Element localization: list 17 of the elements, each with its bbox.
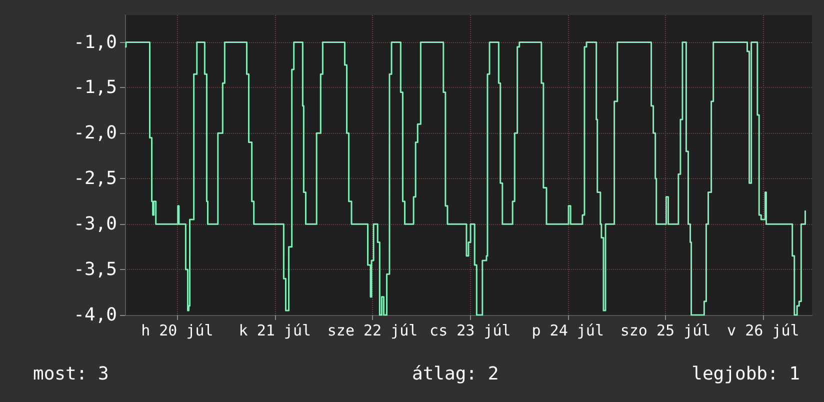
- x-tick-label: cs 23 júl: [430, 322, 511, 340]
- text: most: 3: [33, 364, 109, 384]
- y-tick-label: -2,5: [74, 168, 117, 190]
- y-tick-label: -4,0: [74, 304, 117, 326]
- y-tick-label: -1,0: [74, 32, 117, 53]
- y-tick-label: -1,5: [74, 77, 117, 98]
- y-tick-label: -2,0: [74, 122, 117, 144]
- y-tick-label: -3,0: [74, 214, 117, 235]
- x-tick-label: p 24 júl: [532, 322, 604, 340]
- x-tick-label: h 20 júl: [141, 322, 214, 340]
- text: átlag: 2: [412, 364, 499, 384]
- x-tick-label: k 21 júl: [238, 322, 312, 340]
- y-tick-label: -3,5: [74, 259, 117, 280]
- x-tick-label: v 26 júl: [727, 322, 800, 340]
- text: legjobb: 1: [692, 364, 800, 384]
- x-tick-label: szo 25 júl: [620, 322, 711, 340]
- x-tick-label: sze 22 júl: [327, 322, 418, 340]
